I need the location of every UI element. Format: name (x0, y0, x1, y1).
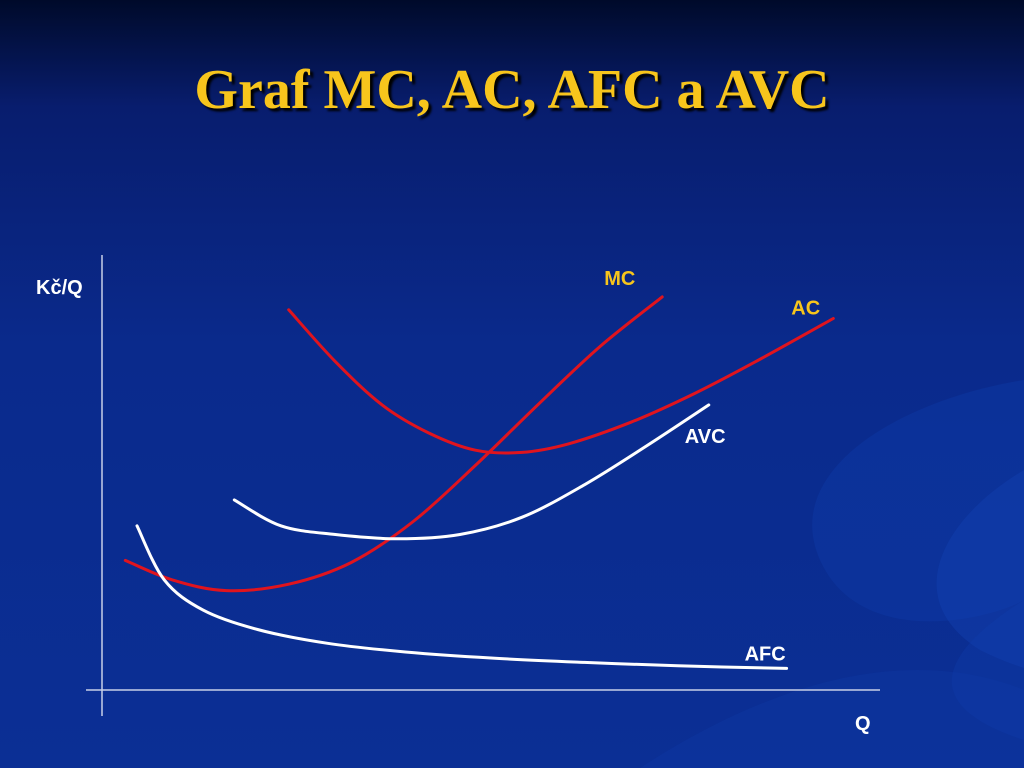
series-line-ac (287, 308, 835, 455)
series-line-afc (135, 524, 789, 670)
series-label-mc: MC (604, 268, 635, 290)
series-line-avc (232, 403, 711, 541)
slide-title: Graf MC, AC, AFC a AVC (194, 59, 830, 121)
x-axis-label: Q (855, 713, 871, 735)
y-axis-label: Kč/Q (36, 277, 83, 299)
series-line-mc (123, 295, 664, 593)
series-label-afc: AFC (745, 643, 786, 665)
series-label-avc: AVC (685, 426, 726, 448)
series-layer: MC AC AVC AFC (123, 268, 835, 670)
series-label-ac: AC (791, 298, 820, 320)
